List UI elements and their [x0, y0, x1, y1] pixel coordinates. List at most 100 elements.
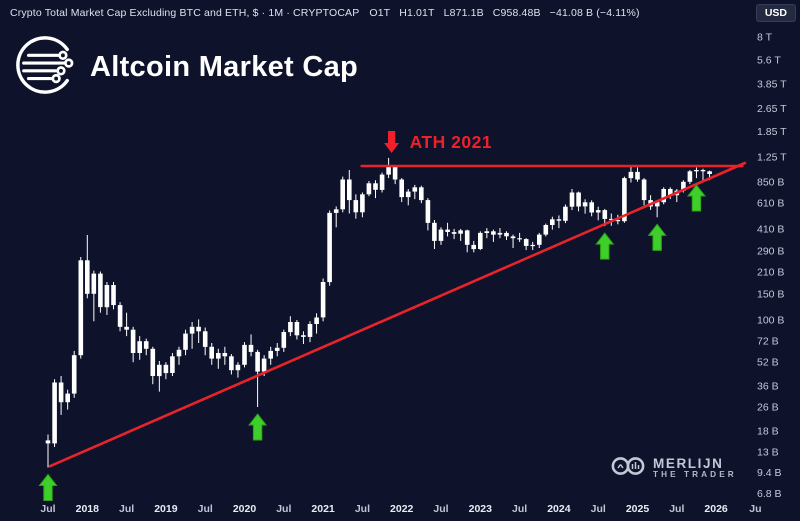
time-axis-label: 2023	[469, 503, 493, 515]
support-trendline[interactable]	[48, 161, 747, 468]
candle-body	[91, 273, 97, 294]
candle-body	[491, 231, 496, 235]
candle-body	[543, 225, 549, 235]
candles-layer	[45, 157, 712, 468]
price-axis-label: 610 B	[757, 198, 784, 210]
buy-signal-arrow	[38, 473, 58, 501]
candle-body	[196, 326, 201, 332]
price-axis-label: 9.4 B	[757, 467, 782, 479]
candle-body	[707, 171, 712, 174]
candle-body	[347, 179, 352, 201]
price-axis-label: 36 B	[757, 381, 779, 393]
time-axis-label: Ju	[749, 503, 761, 515]
candle-body	[320, 282, 326, 318]
candle-body	[530, 244, 535, 247]
price-axis-label: 150 B	[757, 288, 784, 300]
candle-body	[464, 230, 470, 245]
time-axis-label: Jul	[198, 503, 213, 515]
candle-body	[340, 179, 345, 210]
candle-body	[202, 331, 208, 347]
candle-body	[694, 170, 699, 172]
candle-body	[635, 171, 640, 180]
candle-body	[602, 210, 608, 219]
candle-body	[216, 353, 221, 359]
candle-body	[143, 341, 149, 349]
symbol-info-bar: Crypto Total Market Cap Excluding BTC an…	[10, 7, 640, 19]
buy-signal-arrow	[248, 413, 268, 441]
altcoin-logo-icon	[14, 34, 76, 101]
currency-button[interactable]: USD	[755, 4, 796, 22]
candle-body	[281, 332, 287, 348]
candle-body	[222, 353, 228, 357]
candle-body	[405, 191, 411, 198]
price-axis[interactable]: 8 T 5.6 T 3.85 T 2.65 T 1.85 T 1.25 T 850 B 610…	[757, 31, 787, 500]
candle-body	[268, 350, 273, 359]
time-axis-label: Jul	[119, 503, 134, 515]
candle-body	[255, 351, 260, 372]
candle-body	[117, 305, 123, 327]
price-axis-label: 850 B	[757, 176, 784, 188]
time-axis-label: Jul	[355, 503, 370, 515]
time-axis-label: 2019	[154, 503, 178, 515]
candle-body	[314, 317, 319, 324]
candle-body	[569, 192, 575, 207]
candle-body	[419, 187, 424, 201]
time-axis-label: 2020	[233, 503, 257, 515]
ath-arrow-icon	[384, 131, 400, 153]
candle-body	[235, 364, 241, 371]
time-axis[interactable]: Jul 2018 Jul 2019 Jul 2020 Jul 2021 Jul 2022 Jul 20…	[40, 503, 761, 515]
time-axis-label: 2022	[390, 503, 414, 515]
candle-body	[432, 222, 437, 241]
price-axis-label: 3.85 T	[757, 79, 787, 91]
candle-body	[438, 229, 444, 241]
merlijn-watermark: MERLIJN THE TRADER	[610, 453, 737, 484]
change-readout: −41.08 B (−4.11%)	[549, 7, 640, 19]
price-axis-label: 290 B	[757, 246, 784, 258]
price-axis-label: 1.85 T	[757, 126, 787, 138]
candle-body	[517, 238, 522, 240]
price-axis-label: 1.25 T	[757, 151, 787, 163]
candle-body	[229, 356, 234, 371]
candle-body	[65, 393, 70, 403]
candle-body	[458, 230, 463, 234]
price-axis-label: 410 B	[757, 223, 784, 235]
time-axis-label: Jul	[276, 503, 291, 515]
time-axis-label: 2025	[626, 503, 650, 515]
symbol-title[interactable]: Crypto Total Market Cap Excluding BTC an…	[10, 7, 360, 19]
candle-body	[654, 202, 660, 207]
candle-body	[471, 244, 476, 250]
candle-body	[628, 171, 634, 179]
candle-body	[451, 232, 457, 234]
time-axis-label: Jul	[433, 503, 448, 515]
candle-body	[261, 358, 267, 372]
candle-body	[556, 219, 562, 221]
candle-body	[478, 232, 483, 249]
candle-body	[537, 234, 542, 245]
candle-body	[163, 364, 169, 374]
watermark-text: MERLIJN THE TRADER	[653, 457, 737, 480]
candle-body	[58, 382, 64, 403]
ohlc-high: H1.01T	[399, 7, 435, 19]
candle-body	[333, 209, 339, 213]
candle-body	[124, 326, 129, 330]
candle-body	[661, 189, 666, 203]
brand-title: Altcoin Market Cap	[90, 51, 359, 83]
candle-body	[288, 322, 293, 333]
ohlc-open: O1T	[369, 7, 391, 19]
candle-body	[641, 179, 647, 201]
candle-body	[242, 344, 247, 365]
candle-body	[582, 202, 588, 207]
candle-body	[700, 170, 706, 172]
price-axis-label: 210 B	[757, 267, 784, 279]
candle-body	[497, 232, 503, 235]
candle-body	[307, 324, 313, 337]
ohlc-close: C958.48B	[492, 7, 541, 19]
watermark-name: MERLIJN	[653, 456, 724, 471]
ohlc-low: L871.1B	[443, 7, 484, 19]
candle-body	[445, 229, 450, 232]
price-axis-label: 2.65 T	[757, 103, 787, 115]
time-axis-label: 2021	[311, 503, 335, 515]
time-axis-label: Jul	[40, 503, 55, 515]
candle-body	[327, 212, 332, 283]
